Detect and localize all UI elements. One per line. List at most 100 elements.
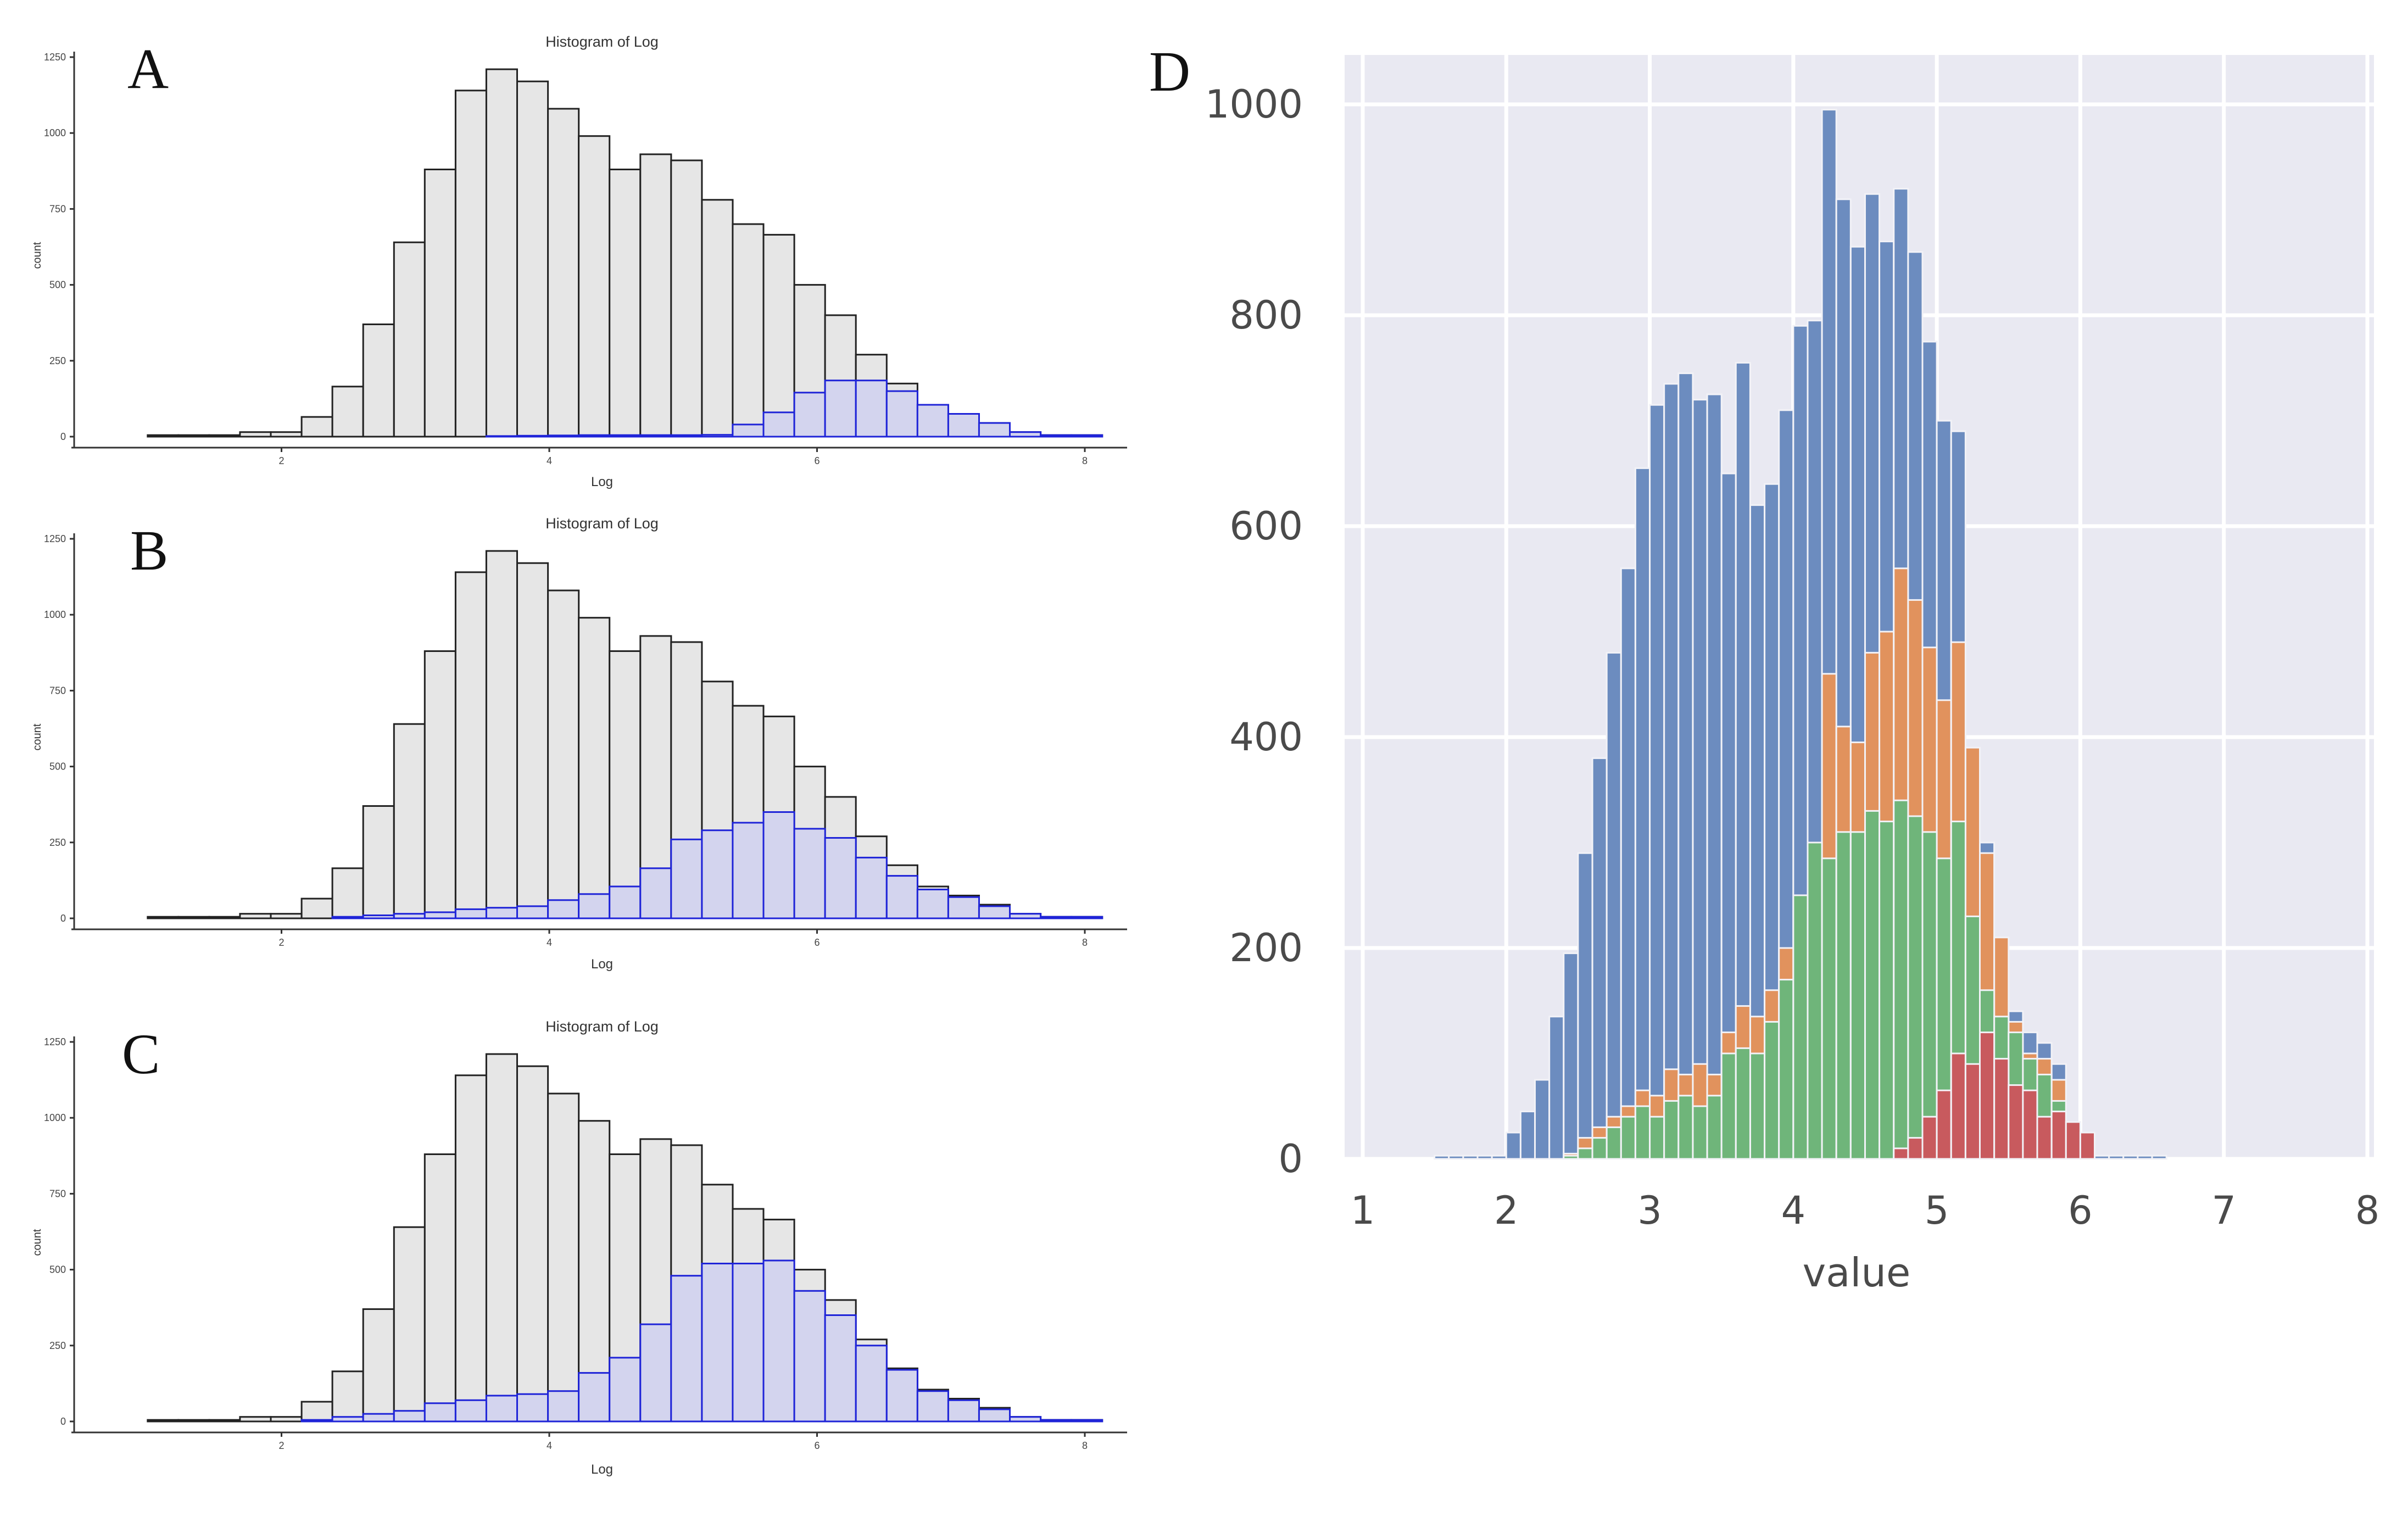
bar-blue — [1606, 651, 1622, 1160]
bar-all — [547, 1092, 580, 1423]
bar-all — [208, 1419, 241, 1423]
bar-highlighted — [947, 896, 980, 919]
bar-highlighted — [609, 434, 642, 438]
bar-all — [208, 916, 241, 919]
y-tick-label: 1250 — [44, 52, 66, 63]
chart-title-a: Histogram of Log — [545, 34, 659, 50]
bar-blue — [2151, 1155, 2167, 1160]
bar-highlighted — [885, 1369, 918, 1423]
bar-all — [300, 897, 333, 919]
bar-highlighted — [670, 434, 703, 438]
histogram-panel-b: B Histogram of Log Log count 0 250 500 750 1… — [31, 515, 1127, 972]
bar-highlighted — [1009, 431, 1042, 438]
x-tick-label: 2 — [278, 1440, 284, 1451]
bar-highlighted — [547, 434, 580, 438]
bar-all — [300, 416, 333, 438]
bar-red — [2050, 1111, 2067, 1160]
histogram-panel-a: A Histogram of Log Log count 0 250 500 750 1… — [31, 34, 1127, 489]
bar-red — [2065, 1121, 2081, 1160]
bar-highlighted — [609, 1357, 642, 1423]
bar-green — [1606, 1126, 1622, 1160]
bar-green — [1792, 894, 1809, 1160]
bar-all — [516, 1065, 549, 1423]
chart-title-b: Histogram of Log — [545, 515, 659, 532]
bar-highlighted — [331, 916, 364, 919]
x-axis-label-c: Log — [591, 1462, 613, 1477]
bar-highlighted — [454, 908, 488, 919]
bar-all — [270, 1416, 303, 1423]
bar-highlighted — [855, 380, 888, 438]
bar-highlighted — [516, 905, 549, 919]
bar-blue — [1706, 393, 1723, 1160]
bar-all — [609, 650, 642, 919]
bar-green — [1577, 1147, 1593, 1160]
bar-highlighted — [1009, 913, 1042, 919]
bar-highlighted — [393, 913, 426, 919]
y-tick-label: 0 — [60, 431, 66, 442]
panel-label-d: D — [1149, 40, 1190, 103]
bar-all — [362, 1308, 395, 1423]
bar-highlighted — [824, 837, 857, 919]
bar-highlighted — [1071, 916, 1103, 919]
bar-all — [670, 159, 703, 438]
bar-highlighted — [885, 875, 918, 919]
x-tick-label: 4 — [547, 455, 552, 466]
bar-blue — [2122, 1155, 2139, 1160]
y-tick-label: 1000 — [44, 127, 66, 138]
x-tick-label: 6 — [814, 937, 820, 948]
bar-highlighted — [578, 893, 611, 919]
chart-title-c: Histogram of Log — [545, 1018, 659, 1035]
bar-green — [1620, 1116, 1636, 1160]
bar-all — [547, 108, 580, 438]
bar-green — [1720, 1052, 1737, 1160]
bar-highlighted — [331, 1416, 364, 1423]
bar-red — [1964, 1063, 1981, 1160]
x-axis-label-a: Log — [591, 475, 613, 489]
bar-blue — [2137, 1155, 2153, 1160]
bar-all — [147, 916, 180, 919]
bar-red — [2008, 1084, 2024, 1160]
bar-highlighted — [516, 434, 549, 438]
bar-all — [547, 589, 580, 919]
y-tick-label: 750 — [49, 685, 66, 696]
bar-all — [454, 90, 488, 438]
x-tick-label: 6 — [814, 455, 820, 466]
bar-red — [1979, 1031, 1995, 1160]
y-tick-label: 1000 — [44, 609, 66, 620]
y-axis-label-b: count — [31, 723, 43, 750]
bar-all — [239, 431, 272, 438]
panel-label-a: A — [127, 37, 169, 101]
bar-all — [331, 867, 364, 919]
panel-label-c: C — [122, 1023, 160, 1086]
bar-green — [1778, 979, 1794, 1160]
y-tick-label: 250 — [49, 355, 66, 366]
bar-highlighted — [1009, 1416, 1042, 1423]
bar-blue — [2108, 1155, 2125, 1160]
bar-highlighted — [978, 905, 1011, 919]
bar-green — [1835, 831, 1852, 1160]
y-tick-label: 1000 — [44, 1112, 66, 1123]
bar-green — [1764, 1020, 1780, 1160]
bar-highlighted — [824, 380, 857, 438]
bar-green — [1735, 1047, 1751, 1160]
bar-all — [516, 562, 549, 919]
bar-blue — [1563, 952, 1579, 1160]
bar-green — [1907, 815, 1924, 1160]
bar-highlighted — [916, 1390, 949, 1423]
bar-highlighted — [701, 829, 734, 919]
bar-all — [147, 434, 180, 438]
bar-all — [393, 723, 426, 919]
x-tick-label: 8 — [1082, 937, 1088, 948]
bar-blue — [2094, 1155, 2110, 1160]
x-tick-label: 8 — [1082, 1440, 1088, 1451]
bar-red — [1950, 1052, 1966, 1160]
y-axis-label-a: count — [31, 242, 43, 269]
y-tick-label: 400 — [1229, 715, 1303, 760]
bar-all — [578, 135, 611, 438]
bar-highlighted — [670, 1275, 703, 1423]
bar-highlighted — [547, 899, 580, 919]
y-axis-label-c: count — [31, 1229, 43, 1256]
bar-highlighted — [1071, 1419, 1103, 1423]
x-tick-label: 5 — [1925, 1188, 1949, 1233]
